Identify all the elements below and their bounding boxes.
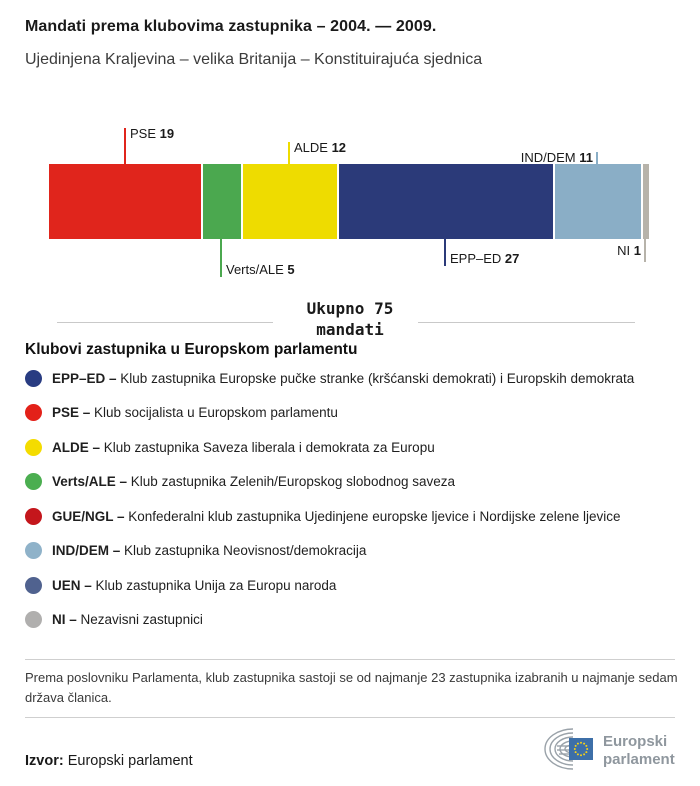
european-parliament-logo: Europski parlament <box>527 726 677 777</box>
legend-item-alde: ALDE – Klub zastupnika Saveza liberala i… <box>25 438 677 456</box>
leader-line-ind-dem <box>596 152 598 164</box>
legend-list: EPP–ED – Klub zastupnika Europske pučke … <box>25 369 677 645</box>
legend-color-dot <box>25 473 42 490</box>
legend-item-text: Verts/ALE – Klub zastupnika Zelenih/Euro… <box>52 474 456 489</box>
legend-item-text: ALDE – Klub zastupnika Saveza liberala i… <box>52 439 435 455</box>
legend-item-ni: NI – Nezavisni zastupnici <box>25 611 677 629</box>
page-subtitle: Ujedinjena Kraljevina – velika Britanija… <box>25 51 483 68</box>
legend-item-text: UEN – Klub zastupnika Unija za Europu na… <box>52 577 337 593</box>
bar-label-pse: PSE 19 <box>130 126 175 141</box>
leader-line-epp-ed <box>444 239 446 266</box>
legend-item-text: EPP–ED – Klub zastupnika Europske pučke … <box>52 370 635 386</box>
legend-color-dot <box>25 542 42 559</box>
bar-segment-verts-ale[interactable] <box>201 164 241 239</box>
total-rule-right <box>418 322 635 323</box>
divider-bottom <box>25 717 675 718</box>
bar-segment-alde[interactable] <box>241 164 337 239</box>
legend-item-text: PSE – Klub socijalista u Europskom parla… <box>52 405 338 420</box>
source-label: Izvor: <box>25 753 64 769</box>
legend-heading: Klubovi zastupnika u Europskom parlament… <box>25 341 358 358</box>
legend-color-dot <box>25 369 42 387</box>
legend-item-text: GUE/NGL – Konfederalni klub zastupnika U… <box>52 508 621 524</box>
legend-item-pse: PSE – Klub socijalista u Europskom parla… <box>25 404 677 422</box>
logo-text-line2: parlament <box>603 751 675 768</box>
legend-item-text: IND/DEM – Klub zastupnika Neovisnost/dem… <box>52 543 367 558</box>
leader-line-alde <box>288 142 290 164</box>
bar-segment-epp-ed[interactable] <box>337 164 553 239</box>
seat-bar-chart: PSE 19 Verts/ALE 5 ALDE 12 EPP–ED 27 IND/DEM… <box>25 115 675 295</box>
bar-label-verts-ale: Verts/ALE 5 <box>226 262 295 277</box>
page-title: Mandati prema klubovima zastupnika – 200… <box>25 18 437 35</box>
bar-segment-pse[interactable] <box>49 164 201 239</box>
legend-item-ind-dem: IND/DEM – Klub zastupnika Neovisnost/dem… <box>25 542 677 560</box>
source-line: Izvor: Europski parlament <box>25 753 193 769</box>
source-value: Europski parlament <box>67 753 193 769</box>
legend-item-gue-ngl: GUE/NGL – Konfederalni klub zastupnika U… <box>25 507 677 525</box>
total-seats-line1: Ukupno 75 <box>306 299 394 318</box>
legend-color-dot <box>25 438 42 456</box>
footnote: Prema poslovniku Parlamenta, klub zastup… <box>25 670 678 705</box>
bar-label-alde: ALDE 12 <box>294 140 347 155</box>
legend-item-verts-ale: Verts/ALE – Klub zastupnika Zelenih/Euro… <box>25 473 677 491</box>
bar-label-ind-dem: IND/DEM 11 <box>520 150 593 165</box>
divider-top <box>25 659 675 660</box>
total-seats-block: Ukupno 75 mandati <box>25 298 675 340</box>
legend-item-text: NI – Nezavisni zastupnici <box>52 612 203 627</box>
legend-item-uen: UEN – Klub zastupnika Unija za Europu na… <box>25 576 677 594</box>
eu-flag-icon <box>569 738 593 760</box>
legend-item-epp-ed: EPP–ED – Klub zastupnika Europske pučke … <box>25 369 677 387</box>
ep-hemicycle-icon: Europski parlament <box>544 728 675 770</box>
leader-line-ni <box>644 239 646 262</box>
bar-segment-ni[interactable] <box>641 164 649 239</box>
legend-color-dot <box>25 404 42 421</box>
bar-segment-ind-dem[interactable] <box>553 164 641 239</box>
total-rule-left <box>57 322 273 323</box>
bar-label-epp-ed: EPP–ED 27 <box>450 251 520 266</box>
leader-line-verts-ale <box>220 239 222 277</box>
legend-color-dot <box>25 576 42 594</box>
bar-label-ni: NI 1 <box>617 243 641 258</box>
logo-text-line1: Europski <box>603 733 667 750</box>
total-seats-line2: mandati <box>316 320 384 339</box>
leader-line-pse <box>124 128 126 164</box>
eu-flag-stars <box>573 741 589 757</box>
legend-color-dot <box>25 611 42 628</box>
legend-color-dot <box>25 507 42 525</box>
total-seats-label: Ukupno 75 mandati <box>25 298 675 340</box>
